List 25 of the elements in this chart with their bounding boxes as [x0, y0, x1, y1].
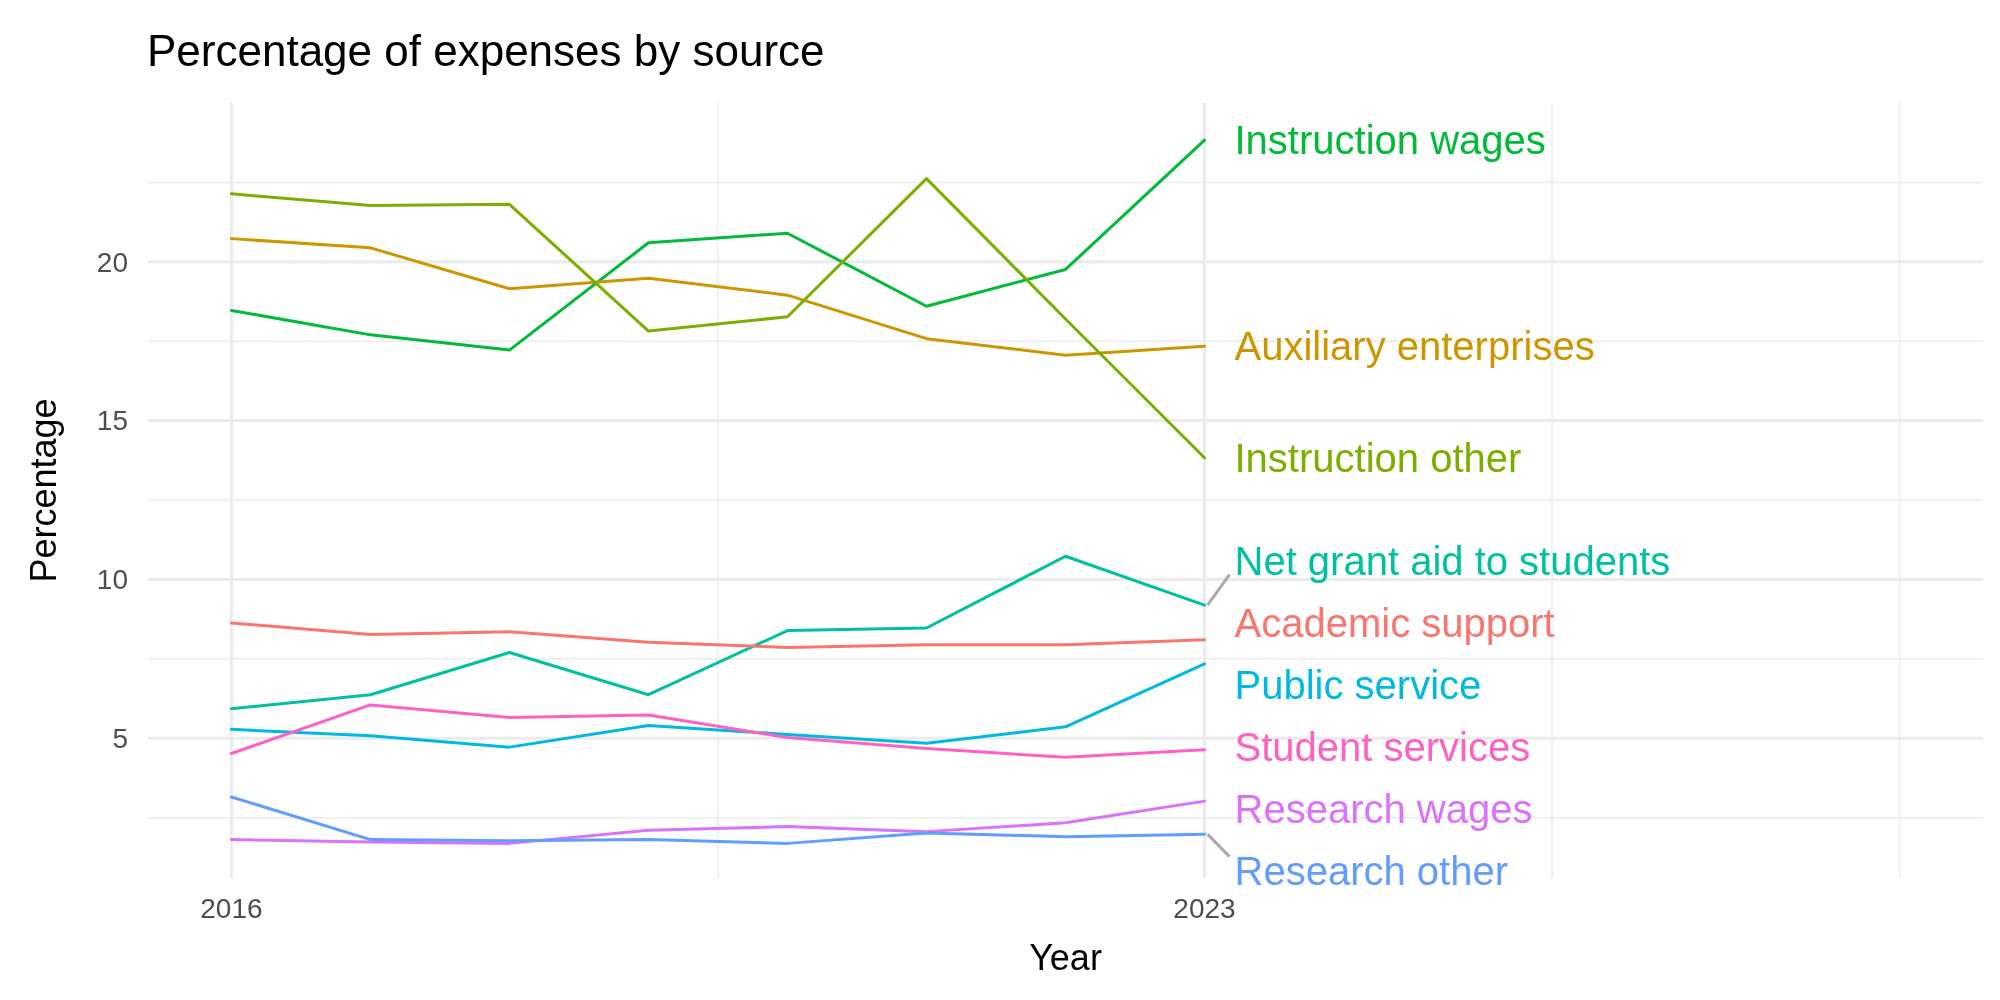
y-tick-label: 20 — [96, 246, 128, 278]
series-label: Net grant aid to students — [1234, 538, 1671, 583]
series-label: Student services — [1234, 724, 1531, 769]
x-tick-label: 2016 — [200, 893, 263, 924]
x-axis-title: Year — [1029, 937, 1102, 978]
line-series — [229, 177, 1207, 460]
series-label: Auxiliary enterprises — [1234, 324, 1595, 369]
series-label: Instruction other — [1234, 435, 1522, 480]
series-label: Instruction wages — [1234, 118, 1546, 163]
x-tick-label: 2023 — [1173, 893, 1236, 924]
y-tick-label: 10 — [96, 564, 128, 596]
line-series — [229, 138, 1207, 352]
series-label: Academic support — [1234, 600, 1555, 645]
y-tick-label: 15 — [96, 405, 128, 437]
line-series — [229, 554, 1207, 711]
chart-title: Percentage of expenses by source — [147, 26, 825, 75]
y-axis-title: Percentage — [23, 398, 64, 583]
y-tick-label: 5 — [112, 723, 128, 755]
series-label: Public service — [1234, 662, 1482, 707]
line-series — [229, 703, 1207, 759]
series-label: Research wages — [1234, 786, 1533, 831]
line-series — [229, 237, 1207, 357]
line-series — [229, 621, 1207, 649]
line-series — [229, 662, 1207, 749]
series-label: Research other — [1234, 848, 1508, 893]
